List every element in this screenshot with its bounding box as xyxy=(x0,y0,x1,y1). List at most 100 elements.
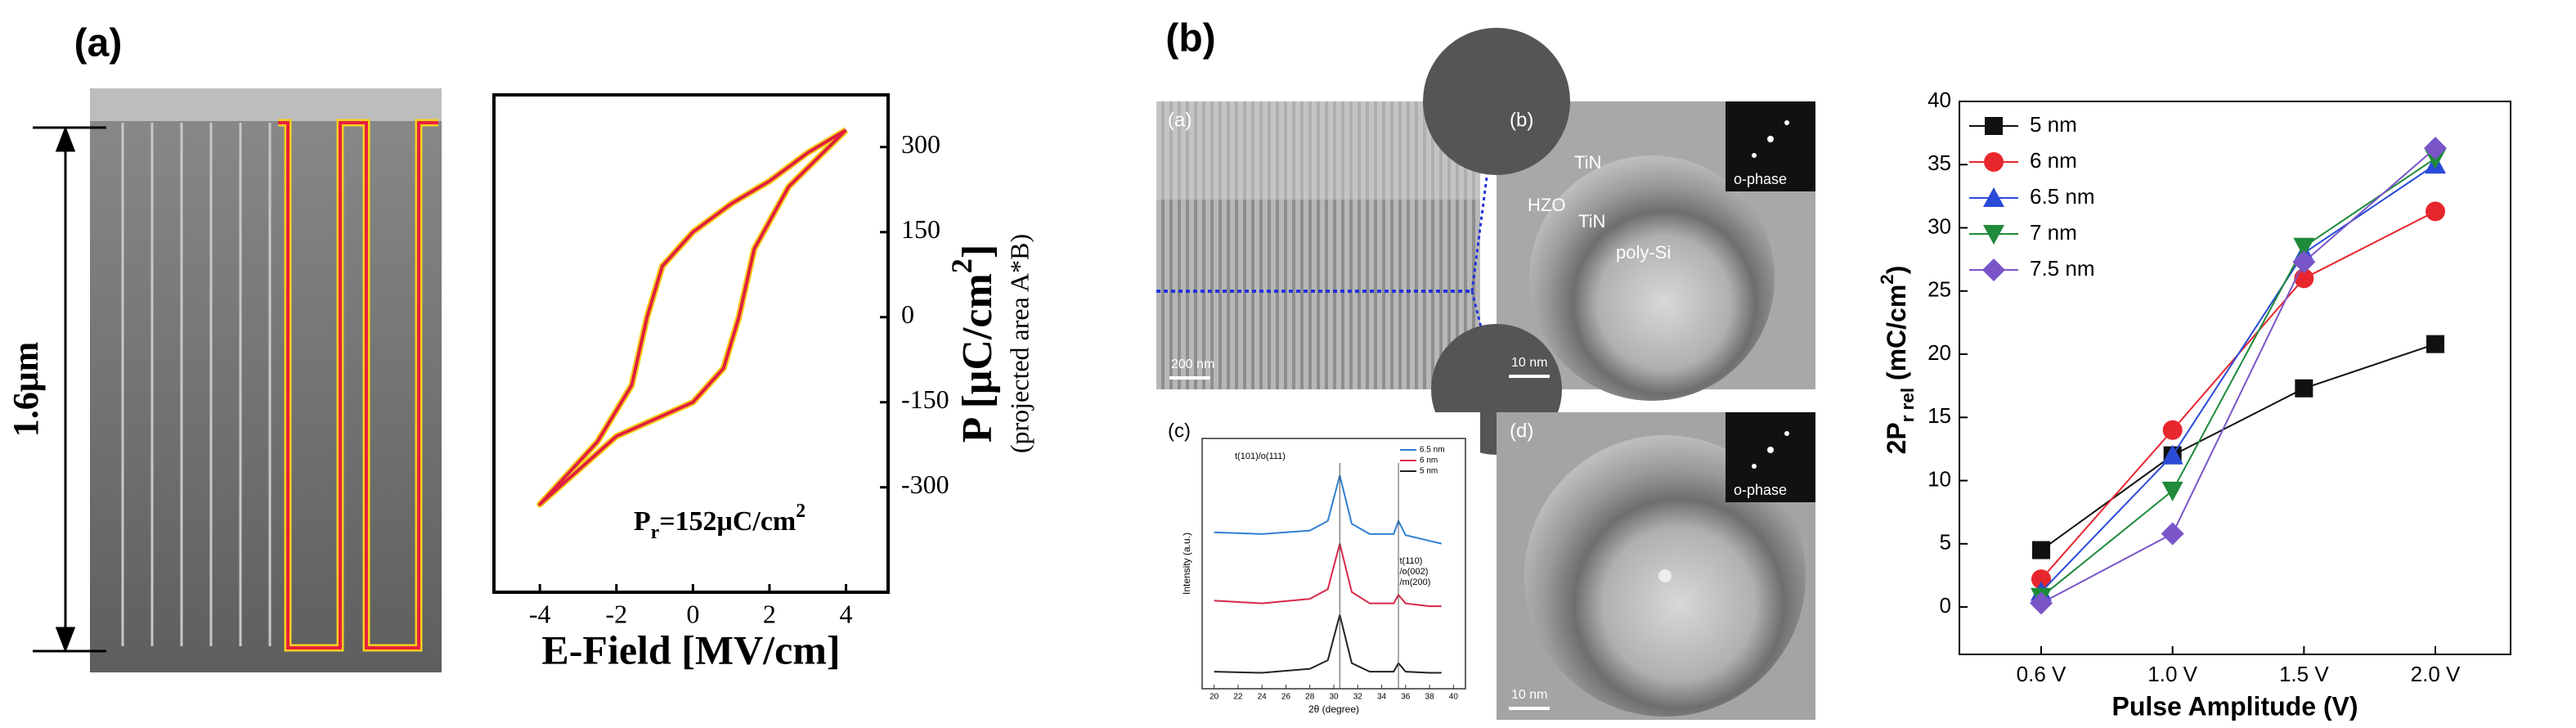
legend-label: 6 nm xyxy=(2030,148,2077,173)
y-axis-sublabel: (projected area A*B) xyxy=(1004,234,1034,453)
annotation: /o(002) xyxy=(1400,567,1429,577)
legend-label: 5 nm xyxy=(1420,467,1438,476)
x-tick-label: 28 xyxy=(1305,693,1315,702)
panel-bg xyxy=(1156,412,1480,720)
legend-label: 5 nm xyxy=(2030,112,2077,137)
annotation: Pr=152μC/cm2 xyxy=(634,501,806,543)
y-tick-label: 35 xyxy=(1928,151,1951,175)
y-tick-label: 40 xyxy=(1928,88,1951,112)
marker xyxy=(1985,117,2003,135)
y-tick-label: 10 xyxy=(1928,466,1951,491)
y-tick-label: 15 xyxy=(1928,403,1951,428)
legend-label: 6.5 nm xyxy=(2030,184,2095,209)
marker xyxy=(1983,187,2004,207)
x-tick-label: 26 xyxy=(1281,693,1291,702)
y-axis-label: 2Pr rel (mC/cm2) xyxy=(1877,266,1918,455)
panel-label: (a) xyxy=(74,22,123,65)
plot-frame xyxy=(1959,101,2511,655)
sem-image xyxy=(90,88,442,672)
y-tick-label: 300 xyxy=(901,129,940,159)
line xyxy=(2040,164,2436,593)
y-tick-label: 150 xyxy=(901,214,940,244)
x-axis-label: 2θ (degree) xyxy=(1308,703,1359,715)
line xyxy=(1214,474,1442,545)
x-tick-label: 38 xyxy=(1425,693,1435,702)
loop-line xyxy=(538,128,847,506)
label-part: 2 xyxy=(796,501,806,522)
marker xyxy=(2424,137,2447,160)
line xyxy=(2040,210,2436,580)
marker xyxy=(2293,237,2315,258)
label-part: ) xyxy=(1882,266,1911,275)
y-tick-label: -300 xyxy=(901,470,949,499)
legend-label: 7 nm xyxy=(2030,220,2077,245)
line xyxy=(2040,343,2436,551)
x-tick-label: -2 xyxy=(605,599,627,628)
layer-label: poly-Si xyxy=(1616,242,1671,263)
x-tick-label: 4 xyxy=(840,599,853,628)
x-tick-label: 40 xyxy=(1449,693,1459,702)
legend-label: 7.5 nm xyxy=(2030,256,2095,281)
scale-arrow xyxy=(33,125,106,654)
image-label: (a) xyxy=(1168,109,1192,131)
annotation: t(110) xyxy=(1400,556,1423,566)
y-tick-label: -150 xyxy=(901,384,949,414)
label-part: P [μC/cm xyxy=(954,273,1001,443)
y-tick-label: 20 xyxy=(1928,340,1951,365)
legend-label: 6.5 nm xyxy=(1420,446,1445,455)
label-part: =152μC/cm xyxy=(659,506,796,537)
layer-label: TiN xyxy=(1578,211,1605,231)
x-tick-label: 34 xyxy=(1377,693,1387,702)
label-part: r rel xyxy=(1897,388,1918,422)
scale-label: 1.6μm xyxy=(6,342,46,438)
line xyxy=(1214,614,1442,674)
marker xyxy=(2031,569,2051,590)
layer-label: TiN xyxy=(1574,152,1601,173)
marker xyxy=(1983,225,2004,245)
x-tick-label: 32 xyxy=(1353,693,1363,702)
inset-label: o-phase xyxy=(1734,482,1787,498)
marker xyxy=(2292,250,2316,274)
x-tick-label: 24 xyxy=(1258,693,1268,702)
y-axis-label: P [μC/cm2] xyxy=(945,245,1001,443)
annotation: /m(200) xyxy=(1400,577,1431,587)
marker xyxy=(2161,444,2183,465)
label-part: 2 xyxy=(1877,274,1897,284)
marker xyxy=(2030,591,2053,615)
label-part: (mC/cm xyxy=(1882,285,1911,388)
marker xyxy=(1982,258,2005,281)
marker xyxy=(2161,481,2183,501)
inset-label: o-phase xyxy=(1734,171,1787,187)
image-label: (d) xyxy=(1510,420,1533,442)
image-label: (b) xyxy=(1510,109,1533,131)
plot-frame xyxy=(492,93,890,594)
panel-label: (c) xyxy=(1168,420,1191,442)
line xyxy=(2040,147,2436,604)
x-tick-label: -4 xyxy=(529,599,551,628)
scale-bar-label: 10 nm xyxy=(1511,688,1547,702)
x-tick-label: 2 xyxy=(763,599,776,628)
loop-outline xyxy=(536,127,849,508)
x-tick-label: 30 xyxy=(1329,693,1339,702)
x-tick-label: 0 xyxy=(686,599,699,628)
x-tick-label: 1.5 V xyxy=(2279,662,2329,686)
marker xyxy=(2032,541,2050,559)
label-part: P xyxy=(634,506,651,537)
marker xyxy=(2161,522,2184,546)
layer-label: HZO xyxy=(1528,195,1565,215)
marker xyxy=(2426,335,2444,353)
label-part: 2 xyxy=(945,258,978,273)
y-tick-label: 30 xyxy=(1928,213,1951,238)
label-part: 2P xyxy=(1882,422,1911,454)
line xyxy=(2040,157,2436,598)
x-tick-label: 22 xyxy=(1233,693,1243,702)
marker xyxy=(2162,420,2183,440)
x-tick-label: 0.6 V xyxy=(2017,662,2067,686)
x-tick-label: 2.0 V xyxy=(2411,662,2461,686)
marker xyxy=(2295,379,2313,398)
y-tick-label: 0 xyxy=(901,299,914,329)
y-tick-label: 25 xyxy=(1928,277,1951,302)
label-part: ] xyxy=(954,245,1001,258)
panel-label: (b) xyxy=(1165,17,1215,61)
